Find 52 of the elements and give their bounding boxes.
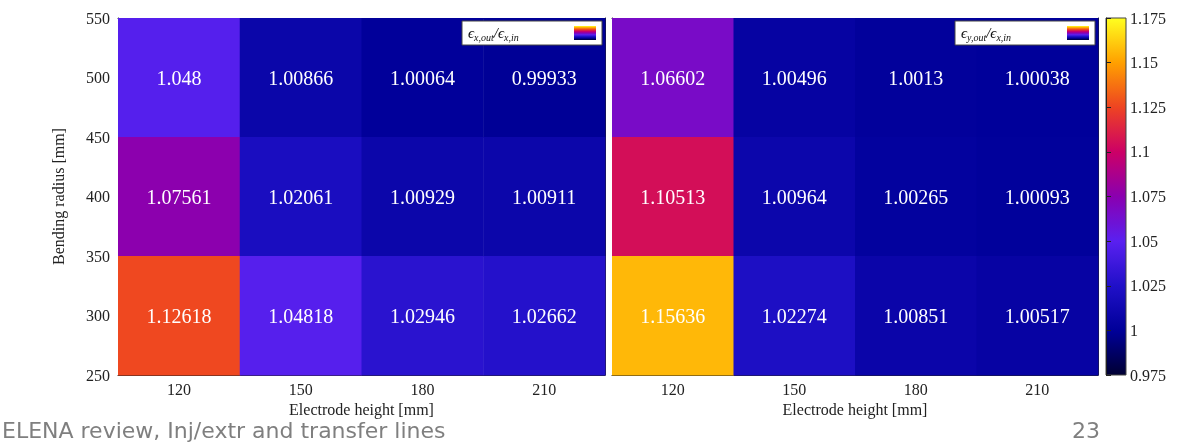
x-tick-label: 120 [660,380,685,398]
data-label: 1.00866 [268,66,334,89]
color-bar-label: 1.075 [1130,188,1166,205]
y-tick-label: 250 [86,366,110,384]
y-tick-label: 450 [86,128,110,146]
data-label: 1.12618 [146,304,212,327]
y-axis-title: Bending radius [mm] [49,128,68,265]
data-label: 1.00038 [1004,66,1070,89]
data-label: 1.02662 [511,304,577,327]
data-label: 1.00093 [1004,185,1070,208]
x-axis-title: Electrode height [mm] [289,401,434,420]
x-tick-label: 210 [1025,380,1050,398]
data-label: 1.07561 [146,185,212,208]
y-tick-label: 550 [86,9,110,27]
y-tick-label: 400 [86,188,110,205]
data-label: 1.00064 [389,66,455,89]
data-label: 1.00851 [883,304,949,327]
data-label: 1.00929 [389,185,455,208]
data-label: 0.99933 [511,66,577,89]
data-label: 1.00964 [761,185,827,208]
data-label: 1.00911 [511,185,577,208]
x-tick-label: 180 [903,380,928,398]
color-bar-label: 1.1 [1130,143,1150,161]
data-label: 1.00496 [761,66,827,89]
x-tick-label: 180 [410,380,435,398]
x-tick-label: 150 [288,380,313,398]
color-bar-label: 1.05 [1130,232,1158,250]
data-label: 1.06602 [640,66,706,89]
data-label: 1.02946 [389,304,455,327]
data-label: 1.00265 [883,185,949,208]
color-bar-label: 1.15 [1130,54,1158,72]
data-label: 1.10513 [640,185,706,208]
x-axis-title: Electrode height [mm] [782,401,928,420]
data-label: 1.048 [156,66,202,89]
color-bar-label: 1.175 [1130,9,1166,27]
data-label: 1.02274 [761,304,827,327]
x-tick-label: 120 [166,380,191,398]
y-tick-label: 350 [86,247,110,265]
text: 23 [1072,417,1101,443]
data-label: 1.00517 [1004,304,1070,327]
color-bar-label: 1 [1130,321,1138,339]
data-label: 1.02061 [268,185,334,208]
data-label: 1.04818 [268,304,334,327]
color-bar-label: 1.125 [1130,98,1166,116]
color-bar-label: 0.975 [1130,366,1166,384]
color-bar-label: 1.025 [1130,277,1166,295]
data-label: 1.15636 [640,304,706,327]
y-tick-label: 500 [86,69,110,86]
x-tick-label: 150 [782,380,807,398]
x-tick-label: 210 [532,380,557,398]
data-label: 1.0013 [888,66,944,89]
y-tick-label: 300 [86,307,110,324]
